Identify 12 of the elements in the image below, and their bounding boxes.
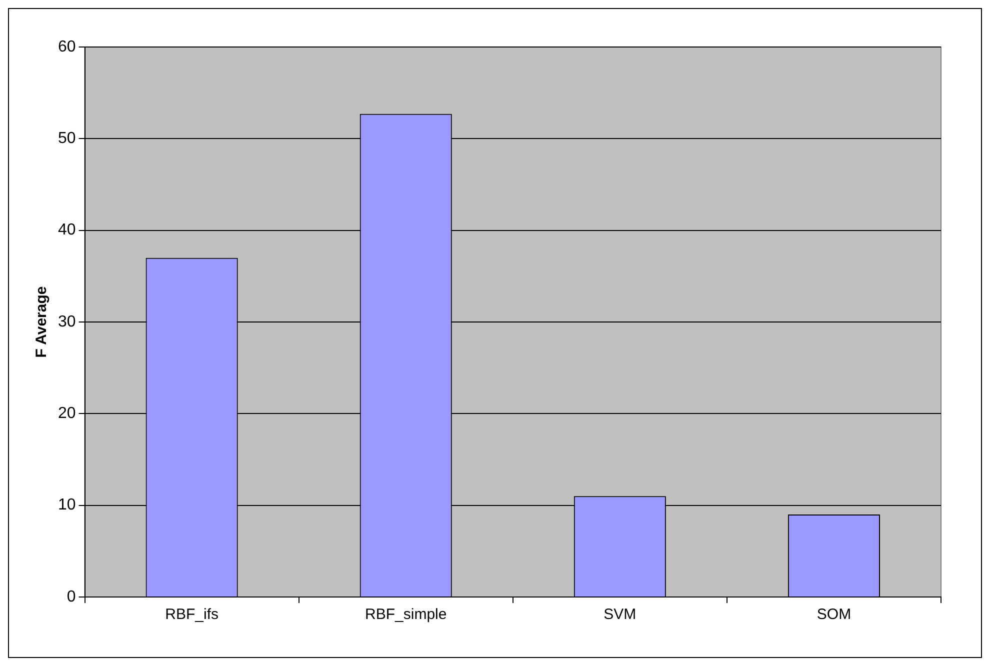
y-tick-label: 10 xyxy=(58,496,76,514)
y-tick-label: 50 xyxy=(58,130,76,148)
x-tick-label: RBF_simple xyxy=(365,606,447,624)
y-tick-label: 40 xyxy=(58,222,76,239)
y-tick-label: 60 xyxy=(58,38,76,56)
y-axis-title: F Average xyxy=(33,286,50,358)
y-tick-label: 30 xyxy=(58,313,76,330)
x-tick-label: SOM xyxy=(816,606,852,624)
y-tick-label: 20 xyxy=(58,405,76,422)
y-tick-label: 0 xyxy=(66,588,76,606)
x-tick-label: RBF_ifs xyxy=(165,606,218,624)
x-tick-label: SVM xyxy=(604,606,636,624)
